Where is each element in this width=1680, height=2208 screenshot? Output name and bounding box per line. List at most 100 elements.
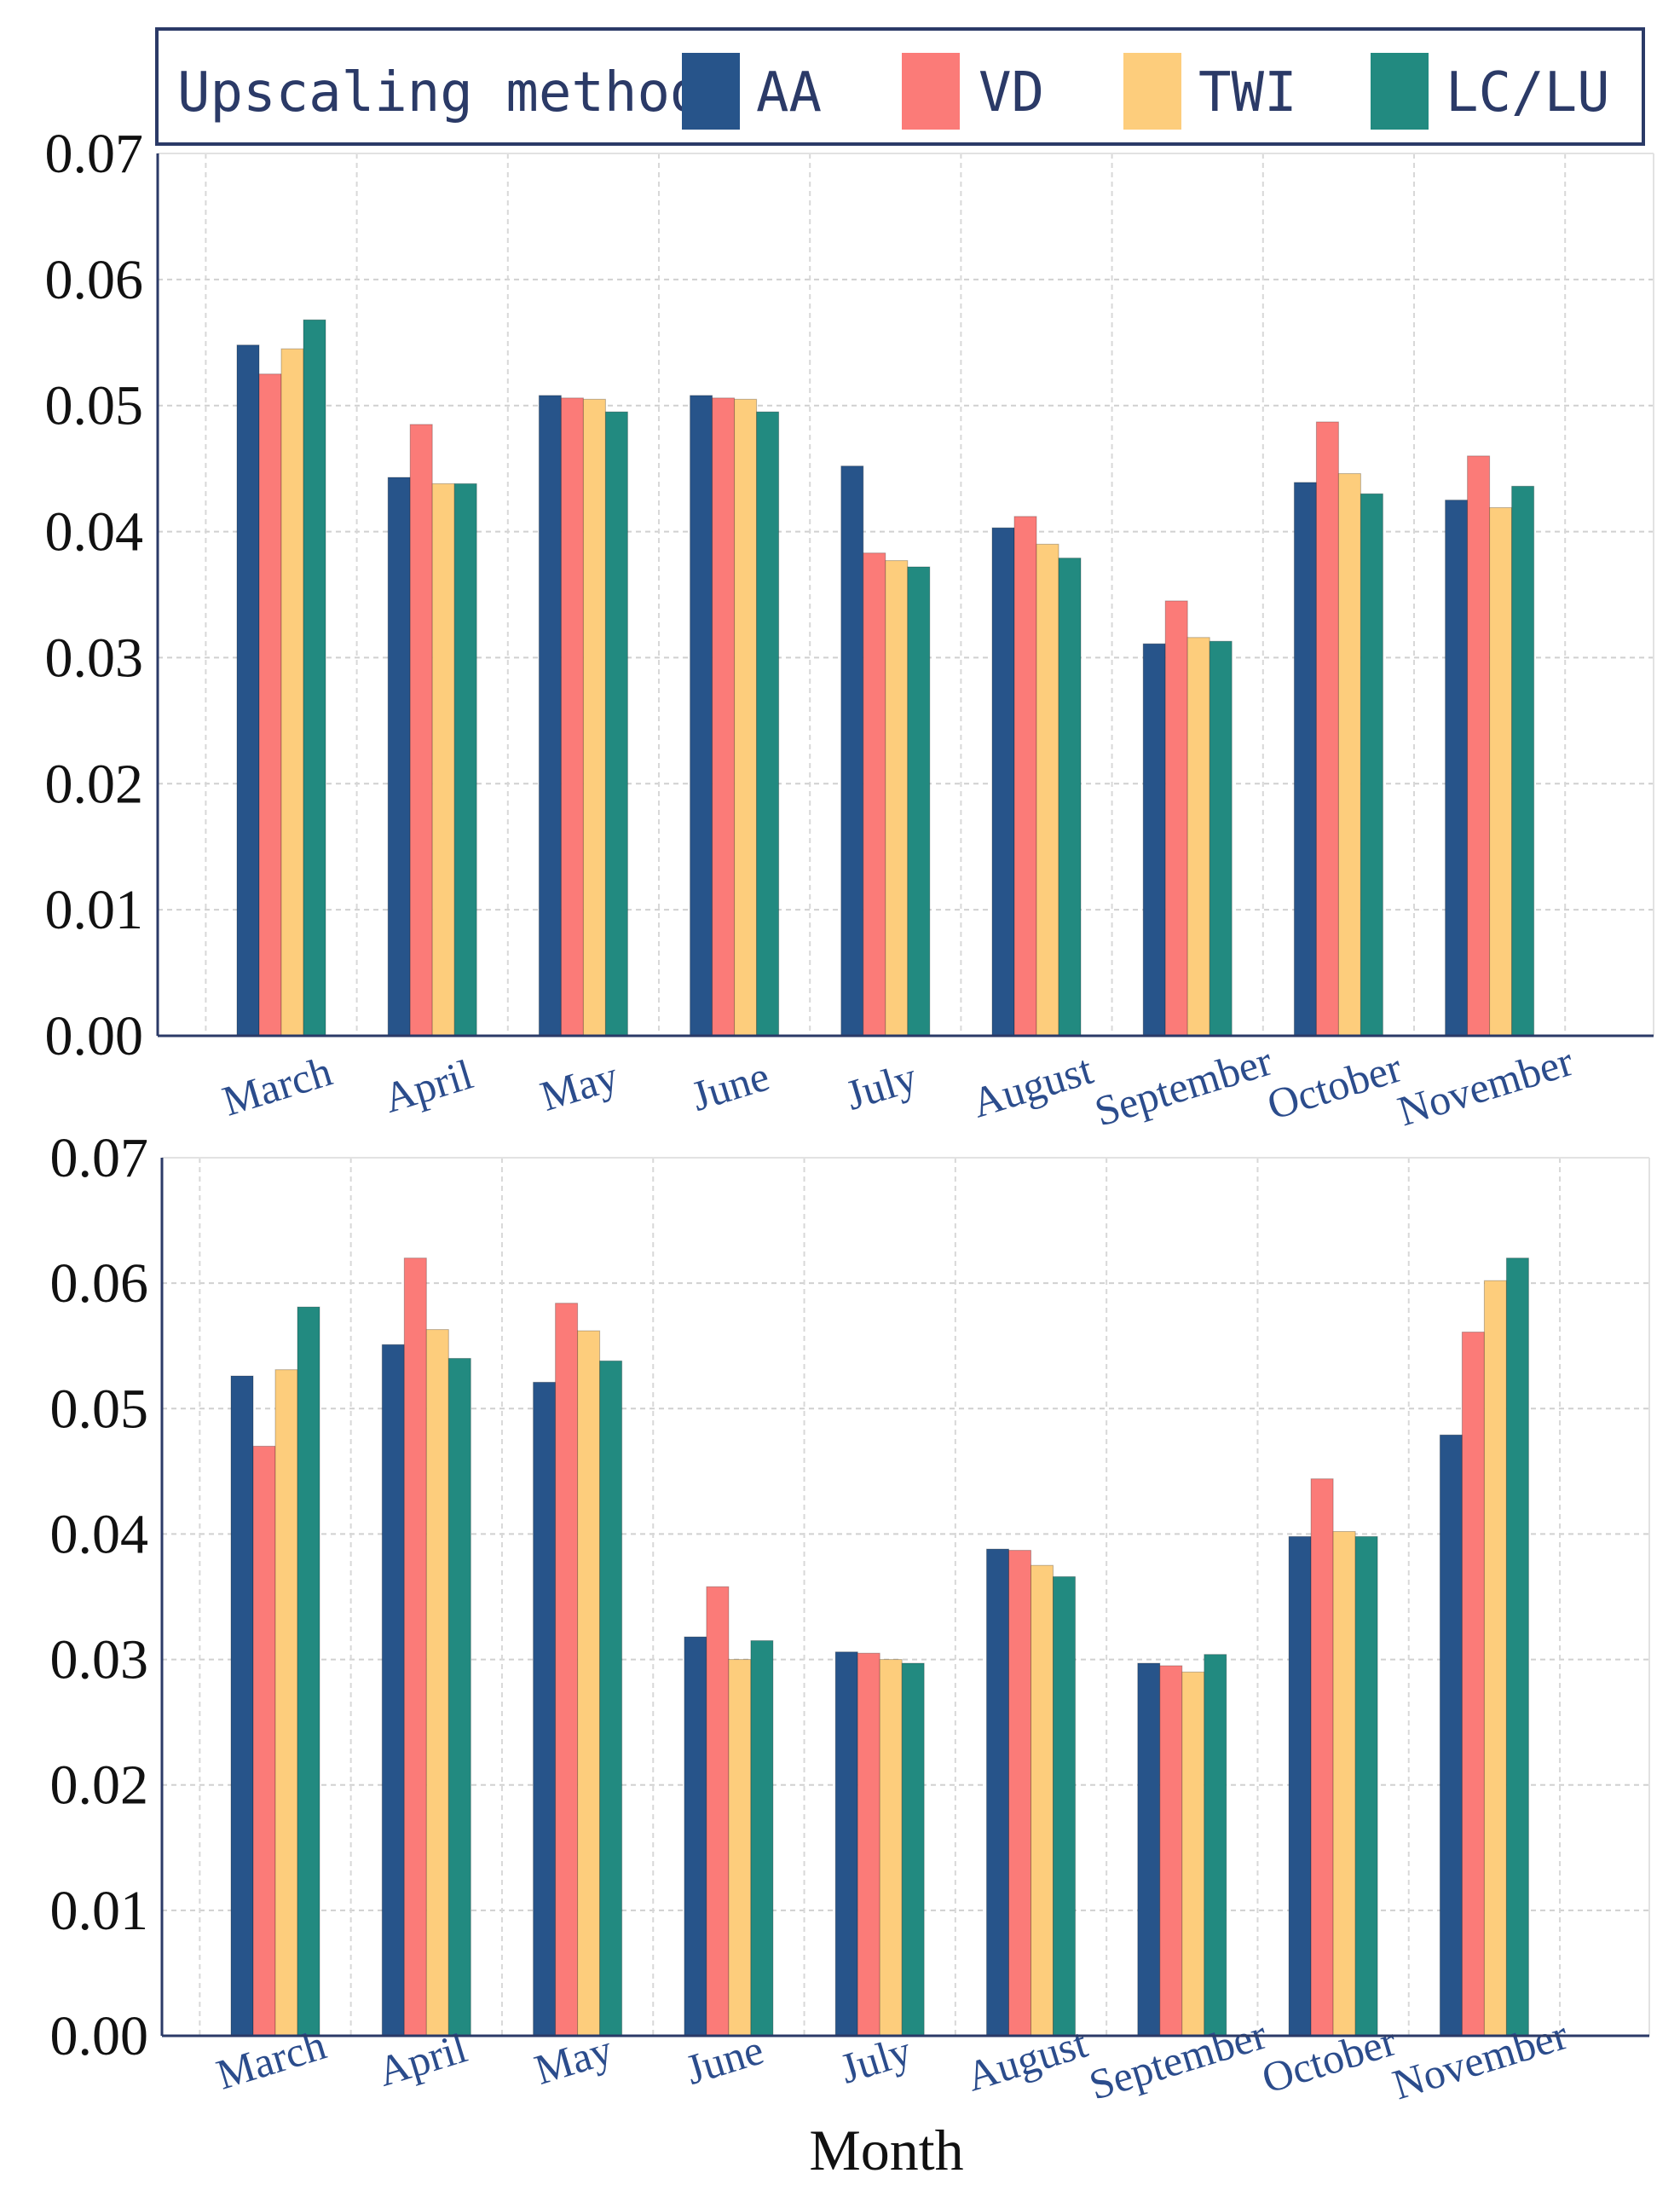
legend: Upscaling method AA VD TWI LC/LU <box>155 27 1645 146</box>
y-tick-label: 0.01 <box>50 1880 149 1942</box>
bar-vd-october <box>1310 1478 1334 2037</box>
bar-vd-june <box>712 397 736 1037</box>
bar-lclu-march <box>303 319 326 1037</box>
bar-vd-june <box>706 1586 730 2037</box>
bar-aa-may <box>538 395 562 1037</box>
bar-vd-april <box>403 1257 427 2037</box>
bar-lclu-august <box>1058 558 1082 1037</box>
bar-vd-september <box>1159 1665 1183 2037</box>
x-category-label: March <box>216 1047 337 1125</box>
bar-twi-april <box>425 1329 449 2037</box>
x-category-label: November <box>1393 1037 1579 1135</box>
bar-aa-september <box>1142 643 1166 1037</box>
y-tick-label: 0.04 <box>45 501 144 564</box>
bar-twi-october <box>1332 1530 1356 2037</box>
bar-vd-november <box>1467 455 1491 1037</box>
bar-twi-september <box>1181 1671 1205 2037</box>
x-axis-title: Month <box>809 2118 963 2182</box>
bar-lclu-june <box>756 411 780 1037</box>
bar-lclu-september <box>1209 640 1233 1037</box>
y-tick-label: 0.06 <box>50 1252 149 1315</box>
chart-panel-top: 0.00 0.01 0.02 0.03 0.04 0.05 0.06 0.07 March Apr… <box>45 123 1654 1136</box>
bar-aa-march <box>236 344 260 1037</box>
bar-twi-october <box>1337 473 1361 1037</box>
bar-lclu-november <box>1511 485 1535 1037</box>
bar-twi-april <box>431 483 455 1037</box>
y-tick-label: 0.07 <box>45 123 144 185</box>
bar-lclu-october <box>1354 1535 1378 2037</box>
bar-twi-may <box>577 1330 601 2037</box>
bar-vd-july <box>863 552 886 1037</box>
y-tick-label: 0.05 <box>50 1378 149 1440</box>
bar-twi-september <box>1186 637 1210 1037</box>
bar-vd-july <box>857 1652 880 2037</box>
bar-vd-may <box>555 1303 579 2037</box>
bar-aa-november <box>1445 500 1469 1037</box>
bar-vd-october <box>1315 421 1339 1037</box>
x-category-label: April <box>378 1050 478 1122</box>
bar-aa-april <box>387 477 411 1037</box>
bar-lclu-october <box>1360 493 1383 1037</box>
bar-vd-april <box>409 424 433 1037</box>
bar-aa-september <box>1137 1662 1161 2037</box>
bar-vd-september <box>1164 600 1188 1037</box>
x-category-label: July <box>840 1053 922 1119</box>
bar-twi-november <box>1483 1280 1507 2037</box>
y-tick-label: 0.00 <box>50 2005 149 2067</box>
bar-lclu-june <box>750 1640 774 2037</box>
bar-aa-november <box>1439 1434 1463 2037</box>
x-category-label: June <box>686 1052 775 1120</box>
legend-title: Upscaling method <box>177 61 703 124</box>
bar-lclu-july <box>901 1662 925 2037</box>
legend-swatch-lclu <box>1371 53 1429 130</box>
y-tick-label: 0.06 <box>45 249 144 311</box>
bar-twi-july <box>885 560 909 1037</box>
bar-aa-may <box>533 1381 557 2037</box>
bar-aa-july <box>834 1651 858 2037</box>
bar-twi-july <box>879 1659 903 2037</box>
bar-vd-august <box>1013 516 1037 1037</box>
bar-vd-november <box>1461 1332 1485 2037</box>
bar-twi-august <box>1031 1564 1054 2037</box>
legend-swatch-aa <box>682 53 740 130</box>
y-tick-label: 0.02 <box>45 753 144 815</box>
bar-lclu-march <box>297 1306 320 2037</box>
y-tick-label: 0.01 <box>45 879 144 941</box>
bar-vd-march <box>252 1445 276 2037</box>
bar-aa-october <box>1288 1535 1312 2037</box>
bar-lclu-may <box>599 1360 623 2037</box>
bar-lclu-april <box>453 483 477 1037</box>
legend-label-twi: TWI <box>1198 61 1297 124</box>
bar-aa-august <box>986 1548 1009 2037</box>
bar-twi-march <box>274 1369 298 2037</box>
bar-twi-june <box>728 1659 752 2037</box>
y-tick-label: 0.05 <box>45 375 144 437</box>
bar-aa-march <box>230 1375 254 2037</box>
bar-twi-june <box>734 398 758 1037</box>
bar-twi-august <box>1036 543 1059 1037</box>
legend-label-aa: AA <box>756 61 822 124</box>
y-tick-label: 0.03 <box>50 1629 149 1691</box>
x-category-label: September <box>1089 1037 1278 1136</box>
bar-aa-october <box>1293 482 1317 1037</box>
bar-lclu-april <box>447 1357 471 2037</box>
bar-twi-may <box>582 398 606 1037</box>
legend-label-vd: VD <box>979 61 1044 124</box>
x-category-label: August <box>967 1045 1099 1127</box>
bar-twi-november <box>1489 506 1513 1037</box>
legend-label-lclu: LC/LU <box>1446 61 1610 124</box>
bar-aa-june <box>690 395 713 1037</box>
y-tick-label: 0.03 <box>45 627 144 689</box>
bar-aa-april <box>381 1344 405 2037</box>
bar-lclu-july <box>907 566 931 1037</box>
legend-swatch-vd <box>902 53 960 130</box>
bar-lclu-september <box>1204 1654 1227 2037</box>
x-category-label: May <box>534 1052 623 1120</box>
bar-aa-june <box>684 1636 707 2037</box>
bar-lclu-may <box>604 411 628 1037</box>
y-tick-label: 0.04 <box>50 1503 149 1565</box>
bar-twi-march <box>280 348 304 1037</box>
y-tick-label: 0.07 <box>50 1127 149 1189</box>
bar-vd-march <box>258 373 282 1037</box>
